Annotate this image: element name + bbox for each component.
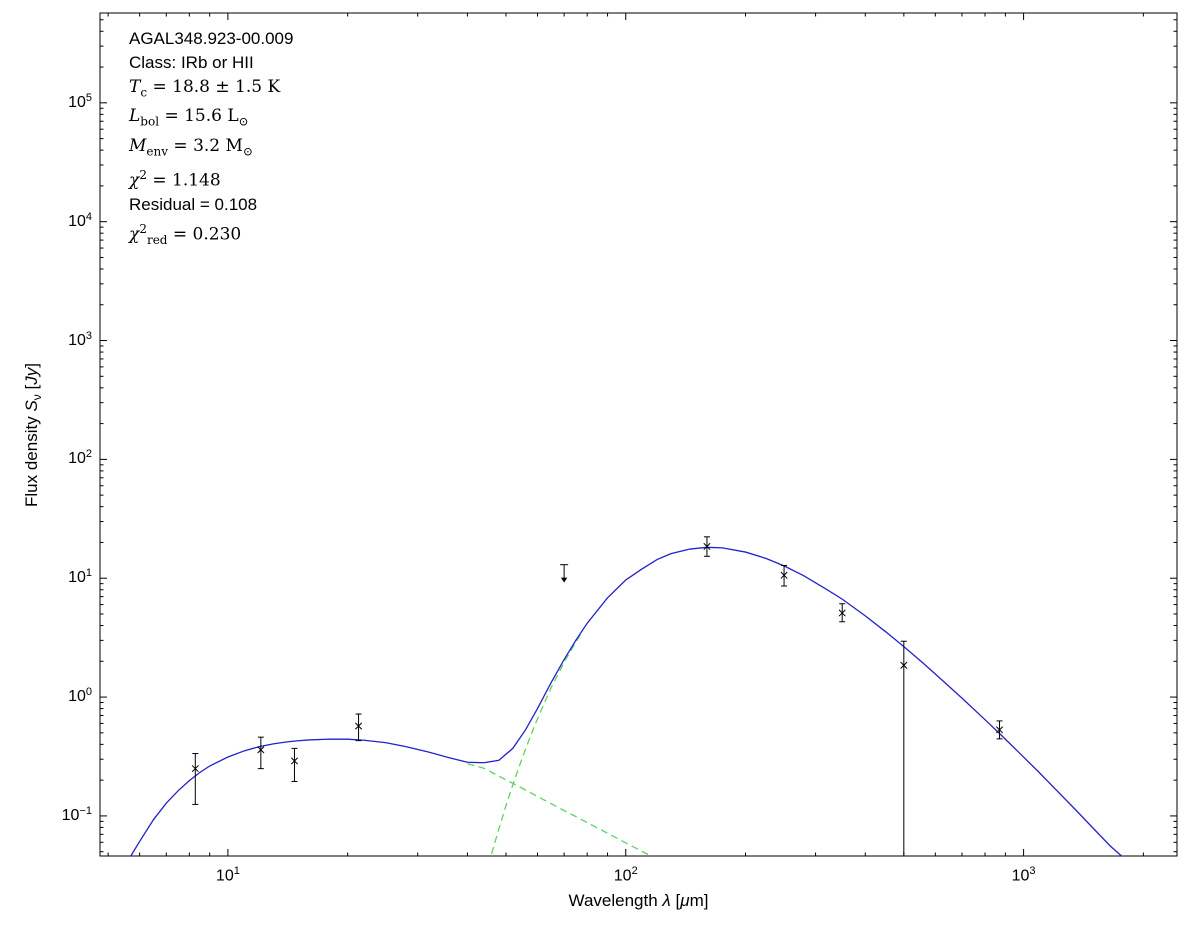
series-cold-component [490, 630, 584, 854]
data-point [703, 536, 711, 557]
series-total-model [130, 546, 1122, 857]
data-point [257, 736, 265, 770]
y-axis-label: Flux density Sν [Jy] [21, 362, 45, 507]
y-axis-ticks [100, 19, 1177, 853]
y-tick-label: 103 [68, 329, 92, 349]
data-point [354, 713, 363, 742]
data-point [290, 747, 299, 782]
axes-frame [99, 12, 1178, 857]
y-tick-label: 102 [68, 448, 92, 468]
data-point [838, 603, 846, 623]
annotation-line: χ2 = 1.148 [129, 168, 221, 191]
y-tick-label: 105 [68, 91, 92, 111]
annotation-line: Residual = 0.108 [129, 194, 258, 214]
annotation-line: Tc = 18.8 ± 1.5 K [129, 77, 281, 100]
data-point [900, 640, 908, 855]
annotation-line: χ2red = 0.230 [129, 221, 242, 247]
x-axis-label: Wavelength λ [μm] [568, 891, 709, 910]
data-point [780, 564, 788, 587]
annotation-line: Menv = 3.2 M⊙ [129, 135, 253, 159]
x-tick-label: 101 [215, 865, 240, 885]
annotation-line: Class: IRb or HII [129, 53, 254, 72]
y-tick-label: 104 [68, 210, 92, 230]
series-warm-component [467, 763, 652, 857]
data-points [191, 536, 1004, 855]
y-tick-label: 101 [68, 567, 92, 587]
annotation-block: AGAL348.923-00.009 Class: IRb or HII Tc = … [129, 27, 293, 252]
y-tick-label: 100 [68, 685, 92, 706]
data-point [191, 753, 199, 805]
x-tick-label: 102 [613, 865, 638, 885]
annotation-line: Lbol = 15.6 L⊙ [129, 106, 249, 129]
data-point [995, 720, 1004, 740]
x-tick-label: 103 [1011, 865, 1036, 885]
annotation-line: AGAL348.923-00.009 [129, 29, 294, 48]
upper-limit-point [560, 564, 569, 583]
y-tick-label: 10−1 [61, 804, 92, 825]
